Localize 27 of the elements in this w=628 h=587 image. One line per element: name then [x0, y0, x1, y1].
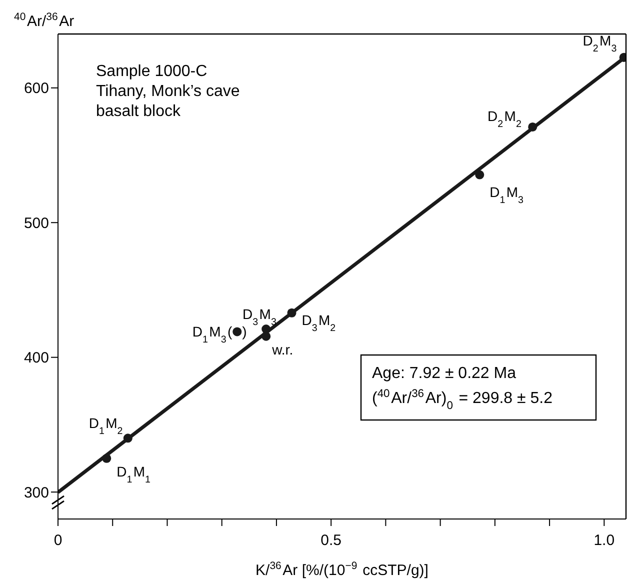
y-tick-label: 500: [24, 214, 49, 232]
x-tick-label: 0.5: [320, 532, 342, 549]
annotation: ($^{40}$Ar/$^{36}$Ar)$_{0}$ = 299.8 ± 5.2: [372, 388, 553, 412]
annotation: D$_{1}$M$_{2}$: [88, 415, 123, 437]
point: [232, 327, 242, 336]
annotation: w.r.: [271, 341, 294, 358]
annotation: D$_{2}$M$_{2}$: [488, 108, 522, 130]
x-tick-label: 0: [54, 532, 62, 549]
x-axis-title: K/$^{36}$Ar [%/(10$^{−9}$ ccSTP/g)]: [256, 560, 428, 579]
point: [287, 308, 296, 318]
point: [102, 454, 112, 463]
y-tick-label: 600: [24, 80, 49, 98]
y-axis-title: $^{40}$Ar/$^{36}$Ar: [14, 11, 74, 30]
annotation: Sample 1000-C Tihany, Monk’s cave basalt block: [96, 63, 240, 120]
y-tick-label: 300: [24, 484, 49, 502]
annotation: D$_{1}$M$_{1}$: [116, 463, 150, 485]
point: [262, 332, 271, 341]
annotation: D$_{1}$M$_{3}$(: [192, 324, 232, 346]
annotation: Age: 7.92 ± 0.22 Ma: [372, 365, 516, 382]
annotation: D$_{2}$M$_{3}$: [582, 32, 618, 54]
annotation: D$_{1}$M$_{3}$: [490, 184, 524, 206]
annotation: D$_{3}$M$_{2}$: [302, 312, 336, 334]
point: [528, 122, 538, 132]
x-tick-label: 1.0: [594, 532, 615, 549]
y-tick-label: 400: [24, 350, 49, 367]
point: [475, 170, 484, 180]
point: [123, 434, 132, 443]
